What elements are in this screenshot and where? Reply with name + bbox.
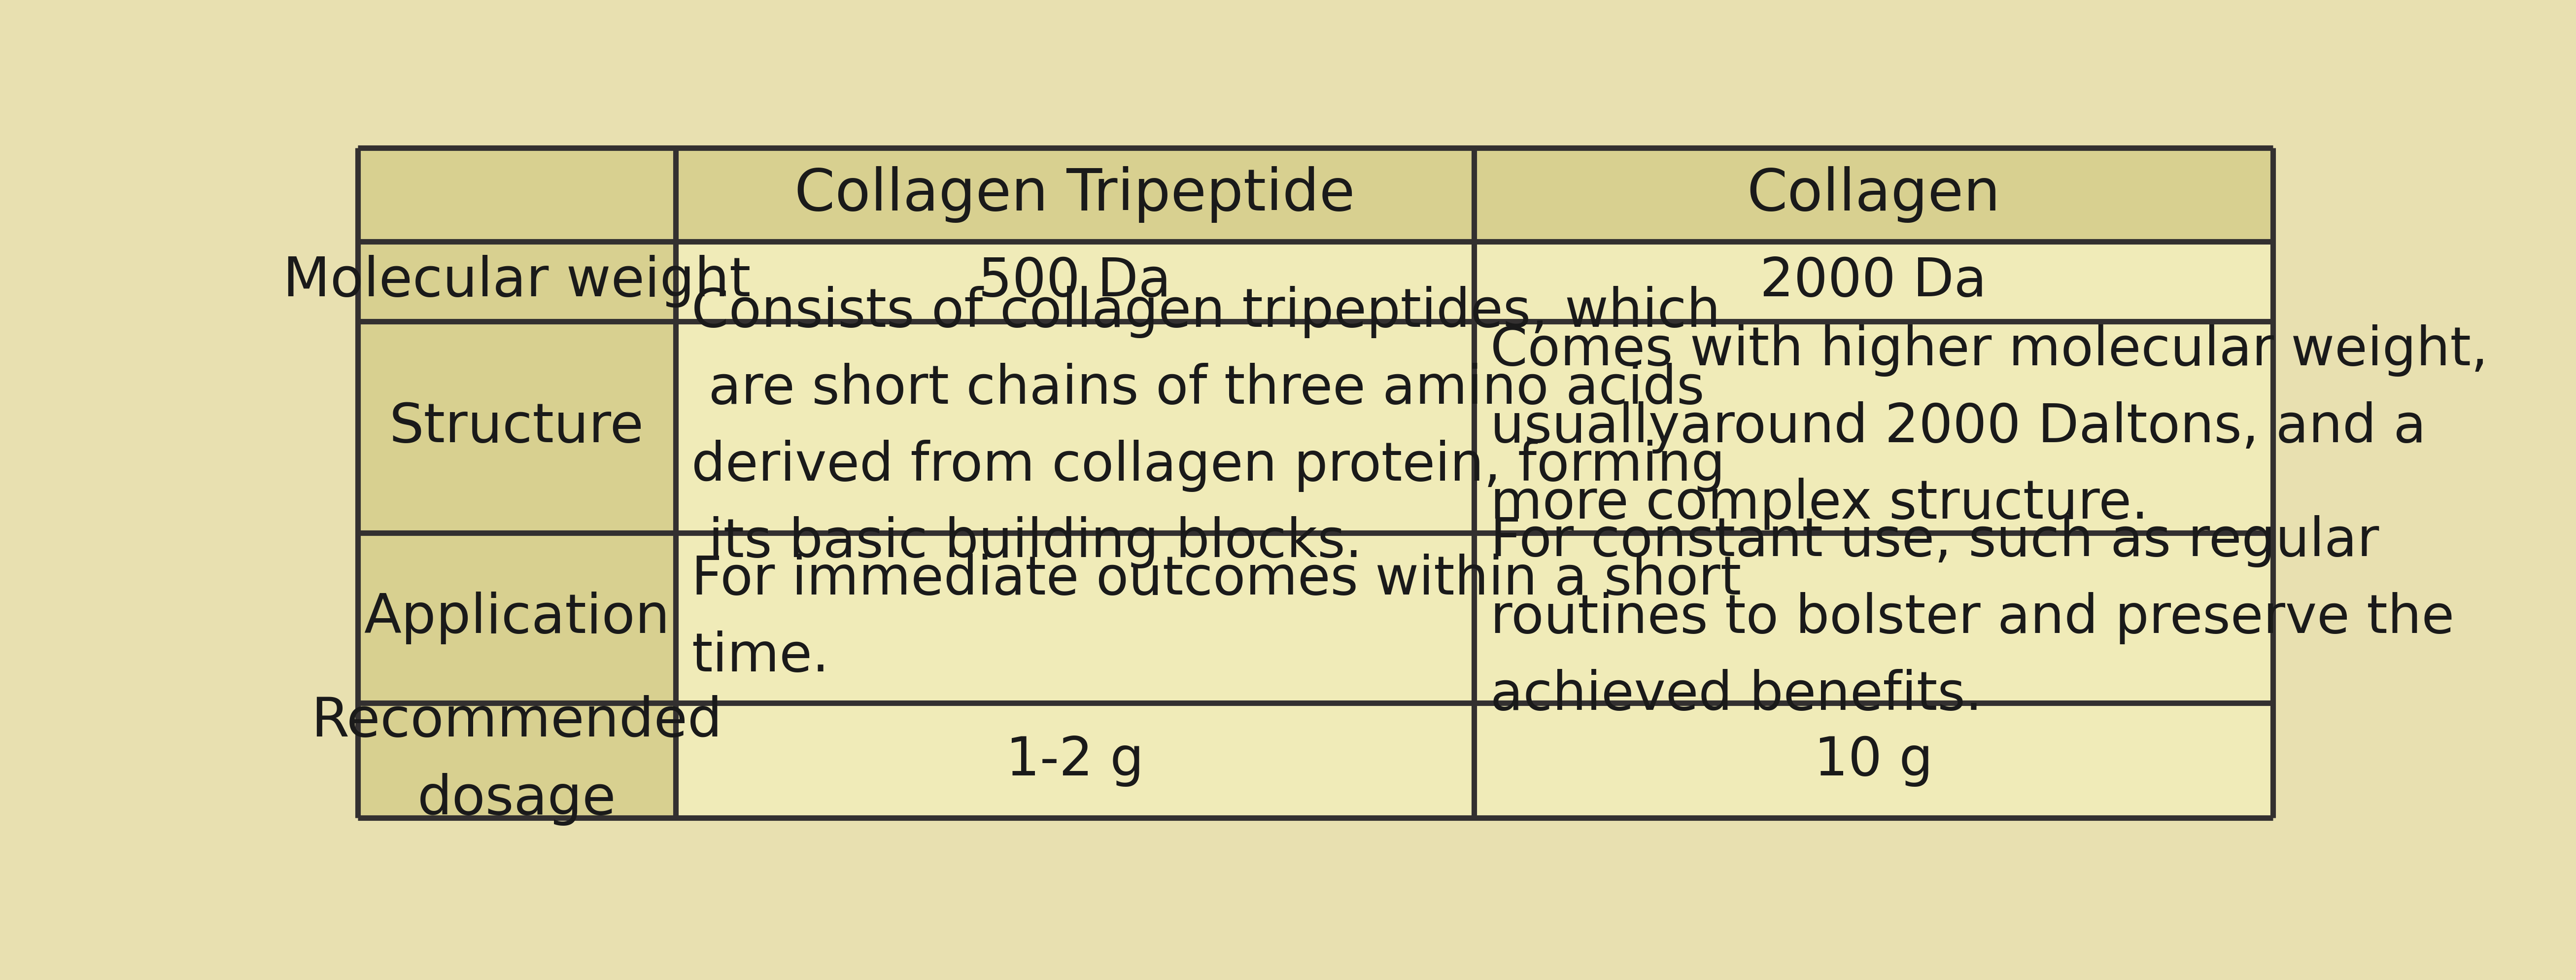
Text: Collagen Tripeptide: Collagen Tripeptide [793,167,1355,223]
Text: Application: Application [363,592,670,645]
Text: For constant use, such as regular
routines to bolster and preserve the
achieved : For constant use, such as regular routin… [1489,515,2455,721]
Bar [358,704,675,817]
Bar [358,241,675,321]
Text: Recommended
dosage: Recommended dosage [312,695,721,825]
Bar [358,148,675,241]
Bar [1473,704,2272,817]
Text: 2000 Da: 2000 Da [1759,256,1986,308]
Bar [675,321,1473,533]
Bar [675,533,1473,704]
Bar [1473,321,2272,533]
Bar [358,321,675,533]
Bar [1473,148,2272,241]
Bar [675,704,1473,817]
Text: For immediate outcomes within a short
time.: For immediate outcomes within a short ti… [690,554,1741,683]
Text: Consists of collagen tripeptides, which
 are short chains of three amino acids
d: Consists of collagen tripeptides, which … [690,286,1726,568]
Text: Comes with higher molecular weight,
usuallyaround 2000 Daltons, and a
more compl: Comes with higher molecular weight, usua… [1489,324,2488,530]
Bar [675,148,1473,241]
Text: 10 g: 10 g [1814,734,1932,787]
Bar [1473,241,2272,321]
Bar [675,241,1473,321]
Bar [1473,533,2272,704]
Text: Structure: Structure [389,401,644,454]
Text: Molecular weight: Molecular weight [283,255,750,308]
Text: 500 Da: 500 Da [979,256,1172,308]
Text: Collagen: Collagen [1747,167,2002,223]
Text: 1-2 g: 1-2 g [1005,734,1144,787]
Bar [358,533,675,704]
